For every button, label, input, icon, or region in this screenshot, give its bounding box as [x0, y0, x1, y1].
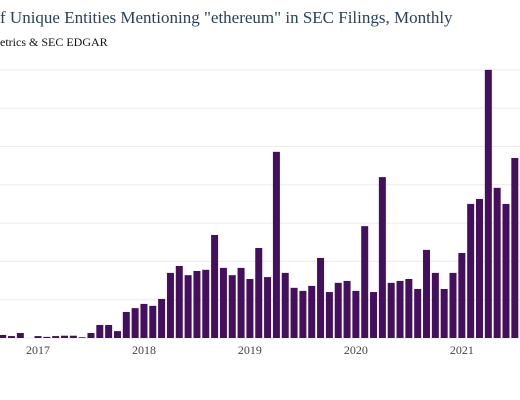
- bar: [272, 151, 280, 338]
- bar: [175, 265, 183, 338]
- bar: [405, 279, 413, 338]
- bar: [458, 252, 466, 338]
- bar: [202, 269, 210, 338]
- x-tick-label: 2019: [238, 343, 262, 357]
- x-tick-label: 2020: [344, 343, 368, 357]
- bar: [493, 187, 501, 338]
- bar: [52, 336, 60, 338]
- bar: [484, 69, 492, 338]
- bar: [16, 333, 24, 338]
- chart-title: f Unique Entities Mentioning "ethereum" …: [0, 8, 453, 27]
- bar: [166, 272, 174, 338]
- bar: [467, 203, 475, 338]
- bar: [8, 336, 16, 338]
- bar: [281, 272, 289, 338]
- bar: [431, 272, 439, 338]
- bar: [184, 275, 192, 338]
- bar: [352, 290, 360, 338]
- bar: [60, 335, 68, 338]
- x-tick-label: 2021: [450, 343, 474, 357]
- bar: [87, 333, 95, 338]
- bar: [440, 288, 448, 338]
- bar: [246, 279, 254, 338]
- bar: [122, 311, 130, 338]
- bar: [219, 267, 227, 338]
- bar: [361, 226, 369, 338]
- x-tick-label: 2017: [26, 343, 50, 357]
- bar: [299, 290, 307, 338]
- bar: [43, 336, 51, 338]
- bar: [317, 257, 325, 338]
- bar: [140, 303, 148, 338]
- bar: [387, 282, 395, 338]
- bar: [290, 287, 298, 338]
- bar: [423, 249, 431, 338]
- bar: [511, 157, 519, 338]
- bar: [113, 331, 121, 338]
- bar: [228, 275, 236, 338]
- bar: [78, 337, 86, 338]
- bar: [105, 324, 113, 338]
- x-tick-label: 2018: [132, 343, 156, 357]
- bar: [396, 280, 404, 338]
- bar: [69, 335, 77, 338]
- bar: [476, 198, 483, 338]
- bar: [325, 292, 333, 338]
- bar: [264, 277, 272, 338]
- bar: [414, 288, 422, 338]
- bar: [334, 282, 342, 338]
- bar: [308, 285, 316, 338]
- bar: [378, 177, 386, 338]
- bar: [131, 308, 139, 338]
- bar: [343, 280, 351, 338]
- bar: [149, 305, 157, 338]
- bar: [193, 270, 201, 338]
- bars: [0, 69, 519, 338]
- bar: [370, 292, 378, 338]
- bar: [158, 298, 166, 338]
- x-axis: 2017 2018 2019 2020 2021: [26, 343, 474, 357]
- bar: [449, 272, 457, 338]
- bar: [237, 267, 245, 338]
- bar: [96, 324, 104, 338]
- chart-subtitle: etrics & SEC EDGAR: [0, 35, 108, 49]
- bar: [211, 234, 219, 338]
- bar: [34, 336, 42, 338]
- bar: [0, 334, 7, 338]
- bar: [255, 247, 263, 338]
- bar: [502, 203, 510, 338]
